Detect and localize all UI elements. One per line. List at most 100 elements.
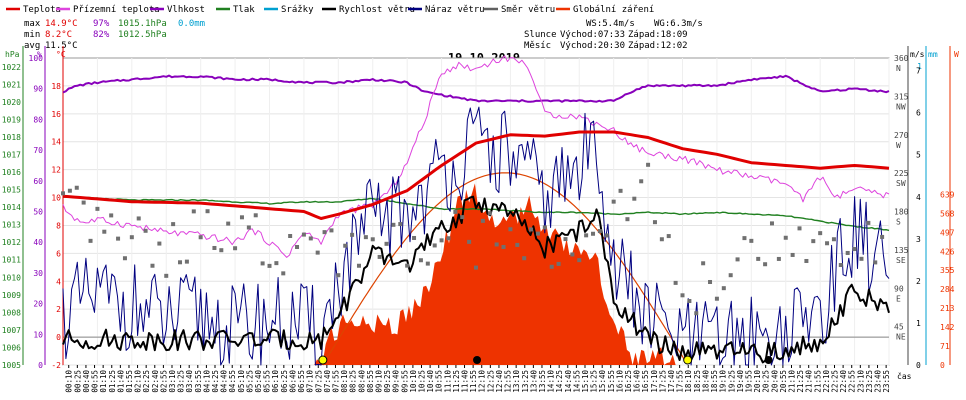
- pressure-tick: 1006: [2, 343, 21, 352]
- x-tick-label: 10:40: [426, 370, 435, 393]
- x-tick-label: 00:10: [65, 370, 74, 393]
- wind-direction-point: [838, 263, 843, 268]
- wind-direction-point: [453, 209, 458, 214]
- wind-direction-point: [178, 260, 183, 265]
- wind-direction-point: [418, 258, 423, 263]
- wind-tick: 1: [916, 319, 921, 328]
- x-tick-label: 14:40: [564, 370, 573, 393]
- wind-direction-point: [694, 311, 699, 316]
- wind-direction-point: [673, 280, 678, 285]
- x-tick-label: 02:55: [159, 370, 168, 393]
- legend-label: Směr větru: [501, 5, 555, 15]
- rain-axis-label: mm: [928, 50, 938, 59]
- wind-direction-point: [535, 231, 540, 236]
- stat-sun-label: Slunce: [524, 30, 557, 40]
- temperature-line: [62, 130, 890, 220]
- temperature-tick: 12: [51, 166, 61, 175]
- humidity-tick: 90: [33, 85, 43, 94]
- wind-direction-point: [529, 227, 534, 232]
- x-tick-label: 04:10: [202, 370, 211, 393]
- legend-label: Srážky: [281, 5, 314, 15]
- wind-direction-point: [880, 234, 885, 239]
- x-tick-label: 14:10: [547, 370, 556, 393]
- wind-direction-point: [384, 241, 389, 246]
- wind-direction-point: [246, 225, 251, 230]
- wind-direction-point: [184, 259, 189, 264]
- x-tick-label: 12:10: [478, 370, 487, 393]
- x-tick-label: 13:55: [538, 370, 547, 393]
- temperature-tick: -2: [51, 361, 61, 370]
- pressure-tick: 1016: [2, 168, 21, 177]
- solar-tick: 0: [940, 361, 945, 370]
- x-tick-label: 02:10: [134, 370, 143, 393]
- pressure-tick: 1014: [2, 203, 21, 212]
- wind-direction-point: [219, 248, 224, 253]
- x-tick-label: 20:25: [762, 370, 771, 393]
- direction-tick: 45: [894, 323, 904, 332]
- wind-direction-point: [295, 244, 300, 249]
- wind-direction-point: [501, 244, 506, 249]
- x-tick-label: 01:40: [116, 370, 125, 393]
- temperature-tick: 2: [56, 305, 61, 314]
- x-tick-label: 08:55: [366, 370, 375, 393]
- x-tick-label: 05:10: [237, 370, 246, 393]
- x-tick-label: 06:55: [297, 370, 306, 393]
- wind-direction-point: [212, 245, 217, 250]
- wind-direction-point: [701, 261, 706, 266]
- stat-max-hum: 97%: [93, 19, 110, 29]
- direction-compass: SW: [896, 179, 906, 188]
- x-tick-label: 14:25: [555, 370, 564, 393]
- stat-max-rain: 0.0mm: [178, 19, 205, 29]
- solar-tick: 355: [940, 266, 955, 275]
- x-tick-label: 13:40: [529, 370, 538, 393]
- x-tick-label: 21:55: [813, 370, 822, 393]
- wind-direction-point: [412, 235, 417, 240]
- x-tick-label: 23:55: [882, 370, 891, 393]
- wind-direction-point: [577, 258, 582, 263]
- direction-compass: W: [896, 141, 901, 150]
- x-tick-label: 23:40: [874, 370, 883, 393]
- wind-direction-point: [61, 191, 65, 196]
- x-tick-label: 09:40: [392, 370, 401, 393]
- wind-direction-point: [783, 235, 788, 240]
- wind-direction-point: [652, 220, 657, 225]
- wind-direction-point: [797, 226, 802, 231]
- wind-speed-line: [62, 195, 890, 364]
- stat-max-label: max: [24, 19, 41, 29]
- x-axis-label: čas: [897, 371, 912, 381]
- legend-label: Teplota: [23, 5, 61, 15]
- wind-direction-point: [804, 258, 809, 263]
- x-tick-label: 04:55: [228, 370, 237, 393]
- direction-tick: 180: [894, 208, 909, 217]
- wind-direction-point: [467, 239, 472, 244]
- wind-direction-point: [721, 286, 726, 291]
- x-tick-label: 21:40: [805, 370, 814, 393]
- wind-direction-point: [618, 188, 623, 193]
- wind-direction-point: [646, 162, 651, 167]
- x-tick-label: 07:10: [306, 370, 315, 393]
- wind-direction-point: [790, 252, 795, 257]
- humidity-tick: 20: [33, 300, 43, 309]
- pressure-tick: 1019: [2, 115, 21, 124]
- stat-min-press: 1012.5hPa: [118, 30, 167, 40]
- wind-direction-point: [556, 261, 561, 266]
- wind-direction-point: [811, 239, 816, 244]
- x-tick-label: 00:25: [73, 370, 82, 393]
- wind-direction-point: [164, 273, 169, 278]
- solar-axis-label: W: [954, 50, 959, 59]
- stat-max-press: 1015.1hPa: [118, 19, 167, 29]
- solar-tick: 213: [940, 304, 955, 313]
- stat-moon-rise: Východ:20:30: [560, 41, 625, 51]
- wind-direction-point: [480, 218, 485, 223]
- wind-direction-point: [329, 228, 334, 233]
- wind-direction-point: [260, 261, 265, 266]
- x-tick-label: 11:10: [443, 370, 452, 393]
- wind-direction-point: [728, 273, 733, 278]
- x-tick-label: 16:40: [633, 370, 642, 393]
- wind-direction-point: [570, 252, 575, 257]
- wind-direction-point: [859, 256, 864, 261]
- x-tick-label: 06:10: [271, 370, 280, 393]
- pressure-tick: 1011: [2, 256, 21, 265]
- wind-direction-point: [460, 215, 465, 220]
- legend-label: Globální záření: [573, 5, 654, 15]
